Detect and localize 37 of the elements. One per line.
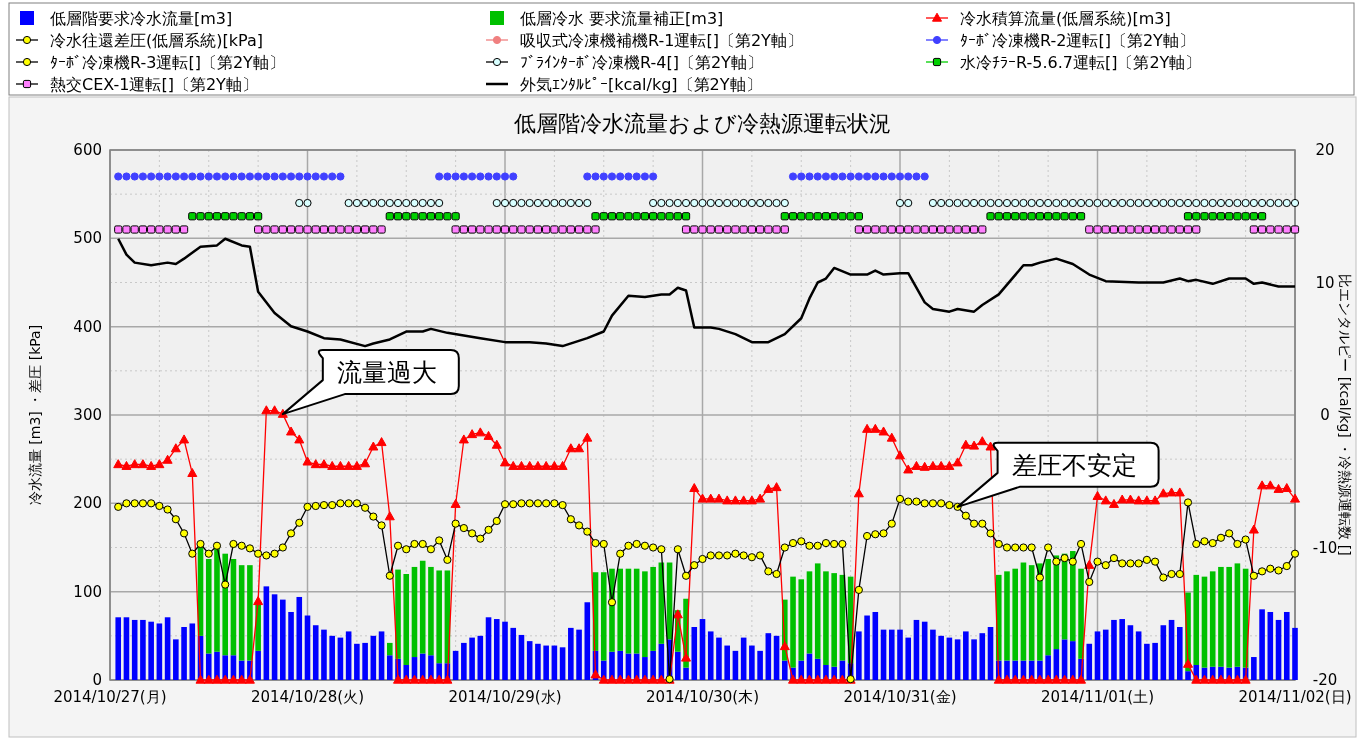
annotation: 差圧不安定 bbox=[1011, 450, 1137, 480]
x-tick-label: 2014/10/28(火) bbox=[250, 688, 365, 706]
legend-label: 冷水往還差圧(低層系統)[kPa] bbox=[50, 31, 263, 50]
y-tick-label: 300 bbox=[73, 406, 102, 424]
x-tick-label: 2014/10/31(金) bbox=[843, 688, 957, 706]
legend-label: 外気ｴﾝﾀﾙﾋﾟｰ[kcal/kg]〔第2Y軸〕 bbox=[520, 75, 762, 94]
legend-label: 吸収式冷凍機補機R-1運転[]〔第2Y軸〕 bbox=[520, 31, 803, 50]
legend-label: 低層階要求冷水流量[m3] bbox=[50, 9, 233, 28]
y-tick-label: 600 bbox=[73, 141, 102, 159]
annotation: 流量過大 bbox=[336, 358, 437, 388]
y2-tick-label: -20 bbox=[1312, 671, 1338, 689]
y-tick-label: 400 bbox=[73, 317, 102, 336]
legend-label: 水冷ﾁﾗｰR-5.6.7運転[]〔第2Y軸〕 bbox=[960, 53, 1202, 72]
y2-axis-title: 比エンタルピー [kcal/kg] ・冷熱源運転数 [] bbox=[1337, 274, 1353, 556]
legend-label: 低層冷水 要求流量補正[m3] bbox=[520, 9, 724, 28]
callout: 流量過大 bbox=[281, 349, 460, 416]
y2-tick-label: 0 bbox=[1320, 406, 1330, 424]
y-tick-label: 0 bbox=[92, 671, 102, 689]
x-tick-label: 2014/11/01(土) bbox=[1040, 688, 1155, 706]
y-tick-label: 500 bbox=[73, 229, 102, 248]
y2-tick-label: 10 bbox=[1315, 273, 1335, 292]
x-tick-label: 2014/10/30(木) bbox=[645, 688, 760, 706]
y-tick-label: 100 bbox=[73, 582, 102, 601]
y-axis-title: 冷水流量 [m3] ・差圧 [kPa] bbox=[27, 324, 43, 506]
chart-title: 低層階冷水流量および冷熱源運転状況 bbox=[514, 111, 891, 136]
x-tick-label: 2014/10/27(月) bbox=[53, 688, 167, 706]
legend-label: ﾀｰﾎﾞ冷凍機R-2運転[]〔第2Y軸〕 bbox=[960, 31, 1195, 50]
legend-label: ﾌﾞﾗｲﾝﾀｰﾎﾞ冷凍機R-4[]〔第2Y軸〕 bbox=[520, 53, 763, 72]
legend-label: ﾀｰﾎﾞ冷凍機R-3運転[]〔第2Y軸〕 bbox=[50, 53, 285, 72]
y2-tick-label: 20 bbox=[1315, 141, 1335, 159]
y-tick-label: 200 bbox=[73, 494, 102, 513]
callout: 差圧不安定 bbox=[956, 441, 1160, 508]
legend-label: 熱交CEX-1運転[]〔第2Y軸〕 bbox=[50, 75, 258, 94]
x-tick-label: 2014/10/29(水) bbox=[448, 688, 562, 706]
y2-tick-label: -10 bbox=[1312, 538, 1338, 557]
legend-label: 冷水積算流量(低層系統)[m3] bbox=[960, 9, 1171, 28]
x-tick-label: 2014/11/02(日) bbox=[1238, 688, 1352, 706]
